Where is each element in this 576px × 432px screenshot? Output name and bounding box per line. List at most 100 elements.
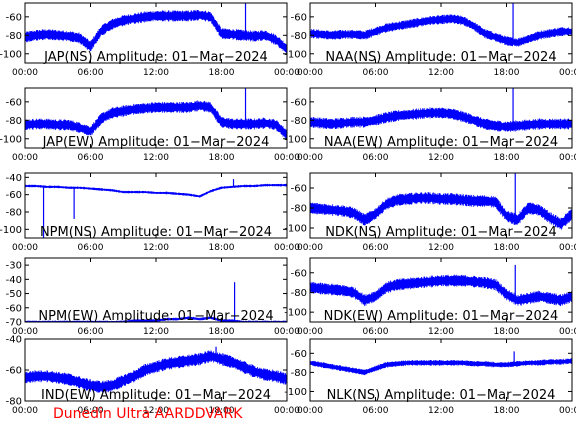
x-tick-label: 00:00 bbox=[297, 153, 323, 163]
x-tick-label: 00:00 bbox=[297, 327, 323, 337]
x-tick-label: 12:00 bbox=[428, 406, 454, 416]
x-tick-label: 00:00 bbox=[297, 68, 323, 78]
x-tick-label: 06:00 bbox=[78, 327, 104, 337]
y-tick-label: -30 bbox=[6, 261, 22, 272]
x-tick-label: 00:00 bbox=[12, 406, 38, 416]
x-tick-label: 00:00 bbox=[559, 327, 576, 337]
y-tick-label: -100 bbox=[284, 308, 307, 319]
x-tick-label: 00:00 bbox=[559, 243, 576, 253]
trace-band bbox=[25, 88, 287, 140]
x-tick-label: 00:00 bbox=[274, 68, 300, 78]
x-tick-label: 18:00 bbox=[494, 153, 520, 163]
x-tick-label: 18:00 bbox=[494, 406, 520, 416]
trace-line bbox=[310, 18, 572, 44]
y-tick-label: -80 bbox=[6, 397, 22, 408]
x-tick-label: 06:00 bbox=[363, 153, 389, 163]
footer-credit: Dunedin Ultra AARDDVARK bbox=[53, 406, 243, 422]
trace-line bbox=[310, 360, 572, 373]
x-tick-label: 00:00 bbox=[12, 68, 38, 78]
y-tick-label: -100 bbox=[284, 134, 307, 145]
x-tick-label: 18:00 bbox=[209, 243, 235, 253]
y-tick-label: -60 bbox=[291, 268, 307, 279]
panel-9: -80 -60 -40 00:00 06:00 12:00 18:00 00:00IND(EW… bbox=[6, 335, 301, 417]
x-tick-label: 12:00 bbox=[428, 243, 454, 253]
panel-8: -100 -80 -60 00:00 06:00 12:00 18:00 00:00NDK(E… bbox=[284, 257, 576, 337]
y-tick-label: -40 bbox=[6, 173, 22, 184]
panel-title: NPM(EW) Amplitude: 01−Mar−2024 bbox=[38, 309, 273, 324]
panel-title: NDK(EW) Amplitude: 01−Mar−2024 bbox=[324, 309, 559, 324]
x-tick-label: 06:00 bbox=[363, 406, 389, 416]
y-tick-label: -60 bbox=[6, 190, 22, 201]
y-tick-label: -80 bbox=[6, 31, 22, 42]
trace-band bbox=[310, 173, 572, 230]
panel-1: -100 -80 -60 00:00 06:00 12:00 18:00 00:00 JAP(N… bbox=[0, 2, 300, 78]
x-tick-label: 00:00 bbox=[12, 153, 38, 163]
y-tick-label: -80 bbox=[6, 116, 22, 127]
y-tick-label: -80 bbox=[291, 368, 307, 379]
y-tick-label: -40 bbox=[6, 335, 22, 346]
x-tick-label: 12:00 bbox=[428, 153, 454, 163]
trace-band bbox=[310, 3, 572, 47]
x-tick-label: 00:00 bbox=[12, 327, 38, 337]
panel-10: -100-80-6000:0006:0012:0018:0000:00NLK(N… bbox=[284, 338, 576, 416]
panel-2: -100 -80 -60 00:00 06:00 12:00 18:00 00:00NAA(N… bbox=[284, 2, 576, 78]
trace-band bbox=[25, 179, 287, 238]
y-tick-label: -100 bbox=[284, 224, 307, 235]
panel-title: NAA(NS) Amplitude: 01−Mar−2024 bbox=[325, 50, 556, 65]
trace-line bbox=[25, 355, 287, 388]
x-tick-label: 12:00 bbox=[143, 68, 169, 78]
x-tick-label: 12:00 bbox=[428, 327, 454, 337]
y-tick-label: -80 bbox=[291, 288, 307, 299]
x-tick-label: 12:00 bbox=[143, 153, 169, 163]
x-tick-label: 06:00 bbox=[363, 327, 389, 337]
panel-title: NDK(NS) Amplitude: 01−Mar−2024 bbox=[325, 225, 557, 240]
y-tick-label: -80 bbox=[291, 204, 307, 215]
y-tick-label: -100 bbox=[0, 225, 22, 236]
y-tick-label: -100 bbox=[284, 49, 307, 60]
panel-5: -100 -80 -60 -40 00:00 06:00 12:00 18:00 00:00NP… bbox=[0, 172, 300, 253]
panel-title: IND(EW) Amplitude: 01−Mar−2024 bbox=[41, 388, 271, 403]
x-tick-label: 06:00 bbox=[78, 68, 104, 78]
panel-title: NLK(NS) Amplitude: 01−Mar−2024 bbox=[327, 388, 556, 403]
x-tick-label: 06:00 bbox=[363, 243, 389, 253]
x-tick-label: 00:00 bbox=[274, 406, 300, 416]
x-tick-label: 00:00 bbox=[274, 243, 300, 253]
y-tick-label: -40 bbox=[6, 275, 22, 286]
x-tick-label: 18:00 bbox=[209, 68, 235, 78]
x-tick-label: 18:00 bbox=[209, 153, 235, 163]
x-tick-label: 00:00 bbox=[559, 406, 576, 416]
y-tick-label: -50 bbox=[6, 289, 22, 300]
x-tick-label: 00:00 bbox=[274, 153, 300, 163]
panel-title: JAP(NS) Amplitude: 01−Mar−2024 bbox=[43, 50, 268, 65]
panel-3: -100 -80 -60 00:00 06:00 12:00 18:00 00:00 JAP(E… bbox=[0, 87, 300, 163]
panel-title: NPM(NS) Amplitude: 01−Mar−2024 bbox=[40, 225, 272, 240]
y-tick-label: -60 bbox=[6, 366, 22, 377]
panel-title: NAA(EW) Amplitude: 01−Mar−2024 bbox=[324, 135, 558, 150]
trace-band bbox=[25, 346, 287, 393]
y-tick-label: -60 bbox=[291, 349, 307, 360]
x-tick-label: 18:00 bbox=[494, 243, 520, 253]
x-tick-label: 18:00 bbox=[209, 406, 235, 416]
x-tick-label: 18:00 bbox=[494, 68, 520, 78]
y-tick-label: -60 bbox=[6, 303, 22, 314]
x-tick-label: 00:00 bbox=[559, 68, 576, 78]
x-tick-label: 06:00 bbox=[363, 68, 389, 78]
x-tick-label: 06:00 bbox=[78, 153, 104, 163]
trace-band bbox=[310, 88, 572, 132]
x-tick-label: 12:00 bbox=[143, 406, 169, 416]
y-tick-label: -60 bbox=[6, 97, 22, 108]
x-tick-label: 00:00 bbox=[559, 153, 576, 163]
x-tick-label: 00:00 bbox=[297, 406, 323, 416]
x-tick-label: 18:00 bbox=[209, 327, 235, 337]
trace-line bbox=[25, 184, 287, 198]
y-tick-label: -100 bbox=[284, 387, 307, 398]
y-tick-label: -80 bbox=[6, 208, 22, 219]
x-tick-label: 00:00 bbox=[274, 327, 300, 337]
y-tick-label: -80 bbox=[291, 31, 307, 42]
panel-7: -70 -60 -50 -40 -30 00:00 06:00 12:00 18:00 00:00… bbox=[6, 257, 300, 337]
y-tick-label: -100 bbox=[0, 49, 22, 60]
x-tick-label: 12:00 bbox=[428, 68, 454, 78]
x-tick-label: 06:00 bbox=[78, 243, 104, 253]
trace-line bbox=[310, 112, 572, 128]
